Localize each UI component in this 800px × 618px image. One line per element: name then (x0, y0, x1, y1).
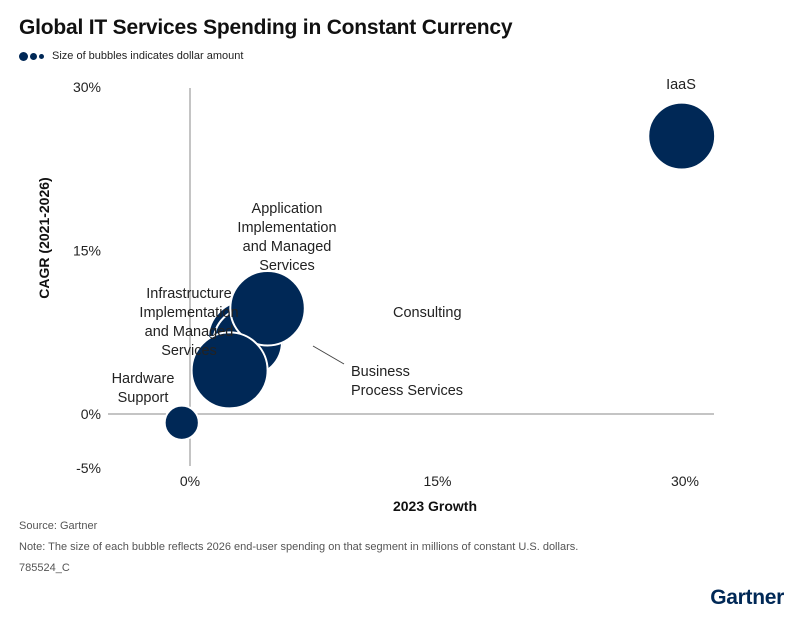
chart-axes: -5% 0% 15% 30% 0% 15% 30% 2023 Growth CAGR (2021… (36, 79, 714, 514)
leader-line (312, 345, 345, 365)
legend: Size of bubbles indicates dollar amount (19, 50, 243, 62)
footnote: Note: The size of each bubble reflects 2… (19, 541, 579, 553)
source-note: Source: Gartner (19, 520, 98, 532)
y-axis-title: CAGR (2021-2026) (36, 177, 52, 298)
bubble (163, 404, 200, 441)
bubble (190, 331, 269, 410)
point-labels: Hardware Support Infrastructure Implementat… (112, 77, 696, 406)
point-label-line: Process Services (351, 383, 463, 399)
figure-id: 785524_C (19, 562, 70, 574)
point-label-line: Business (351, 364, 410, 380)
bubble (647, 101, 717, 171)
point-label: Business Process Services (351, 364, 463, 399)
point-label-line: Consulting (393, 305, 462, 321)
point-label: Infrastructure Implementation and Managed S… (139, 286, 238, 359)
point-label-line: IaaS (666, 77, 696, 93)
point-label-line: Application (252, 201, 323, 217)
bubble-size-legend-icon (19, 51, 46, 61)
point-label-line: and Managed (243, 239, 332, 255)
point-label-line: Implementation (237, 220, 336, 236)
point-label-line: Services (259, 258, 315, 274)
x-tick-label: 15% (423, 473, 451, 489)
point-label-line: Hardware (112, 371, 175, 387)
point-label: Hardware Support (112, 371, 175, 406)
y-tick-label: 15% (73, 243, 101, 259)
point-label: Application Implementation and Managed Serv… (237, 201, 336, 274)
x-axis-title: 2023 Growth (393, 498, 477, 514)
point-label: Consulting (393, 305, 462, 321)
gartner-logo: Gartner (710, 586, 784, 609)
legend-text: Size of bubbles indicates dollar amount (52, 50, 244, 62)
point-label-line: and Managed (145, 324, 234, 340)
y-tick-label: 0% (81, 406, 101, 422)
y-tick-label: -5% (76, 460, 101, 476)
x-tick-label: 0% (180, 473, 200, 489)
point-label-line: Services (161, 343, 217, 359)
point-label-line: Implementation (139, 305, 238, 321)
point-label: IaaS (666, 77, 696, 93)
chart-title: Global IT Services Spending in Constant … (19, 16, 513, 39)
point-label-line: Infrastructure (146, 286, 231, 302)
point-label-line: Support (118, 390, 169, 406)
y-tick-label: 30% (73, 79, 101, 95)
bubble (229, 270, 306, 347)
bubbles (163, 101, 717, 441)
x-tick-label: 30% (671, 473, 699, 489)
